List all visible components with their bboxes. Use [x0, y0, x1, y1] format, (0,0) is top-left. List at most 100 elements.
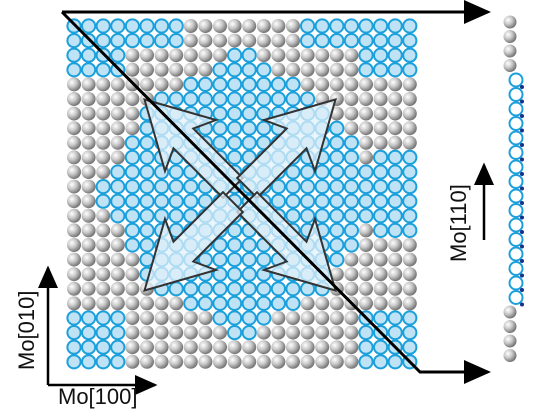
blue-atom — [111, 180, 124, 193]
blue-atom — [374, 151, 387, 164]
gray-atom — [82, 150, 96, 164]
blue-atom — [155, 19, 168, 32]
blue-atom — [510, 74, 523, 87]
blue-atom — [389, 326, 402, 339]
gray-atom — [155, 311, 169, 325]
blue-atom — [345, 34, 358, 47]
blue-atom — [286, 78, 299, 91]
blue-atom — [228, 253, 241, 266]
gray-atom — [359, 121, 373, 135]
dot-atom — [520, 259, 524, 263]
gray-atom — [257, 48, 271, 62]
blue-atom — [510, 117, 523, 130]
blue-atom — [403, 19, 416, 32]
blue-atom — [389, 19, 402, 32]
dot-atom — [520, 230, 524, 234]
gray-atom — [403, 296, 417, 310]
blue-atom — [126, 195, 139, 208]
blue-atom — [389, 209, 402, 222]
gray-atom — [111, 107, 125, 121]
gray-atom — [198, 19, 212, 33]
dot-atom — [520, 114, 524, 118]
blue-atom — [213, 63, 226, 76]
gray-atom — [169, 340, 183, 354]
gray-atom — [330, 296, 344, 310]
gray-atom — [330, 77, 344, 91]
blue-atom — [243, 107, 256, 120]
blue-atom — [257, 282, 270, 295]
blue-atom — [359, 34, 372, 47]
blue-atom — [403, 180, 416, 193]
blue-atom — [82, 49, 95, 62]
blue-atom — [82, 355, 95, 368]
gray-atom — [82, 209, 96, 223]
blue-atom — [213, 311, 226, 324]
gray-atom — [504, 45, 517, 58]
gray-atom — [111, 238, 125, 252]
gray-atom — [271, 19, 285, 33]
blue-atom — [67, 341, 80, 354]
blue-atom — [510, 88, 523, 101]
blue-atom — [510, 291, 523, 304]
dot-atom — [520, 274, 524, 278]
blue-atom — [213, 107, 226, 120]
blue-atom — [97, 341, 110, 354]
blue-atom — [213, 297, 226, 310]
gray-atom — [388, 77, 402, 91]
blue-atom — [345, 238, 358, 251]
gray-atom — [257, 355, 271, 369]
blue-atom — [184, 92, 197, 105]
gray-atom — [315, 77, 329, 91]
gray-atom — [82, 238, 96, 252]
blue-atom — [257, 63, 270, 76]
blue-atom — [82, 63, 95, 76]
gray-atom — [374, 267, 388, 281]
gray-atom — [111, 267, 125, 281]
blue-atom — [228, 107, 241, 120]
blue-atom — [403, 311, 416, 324]
gray-atom — [228, 355, 242, 369]
blue-atom — [257, 78, 270, 91]
gray-atom — [286, 311, 300, 325]
gray-atom — [67, 165, 81, 179]
blue-atom — [228, 238, 241, 251]
gray-atom — [169, 355, 183, 369]
blue-atom — [111, 19, 124, 32]
blue-atom — [67, 63, 80, 76]
blue-atom — [330, 122, 343, 135]
blue-atom — [155, 180, 168, 193]
blue-atom — [330, 151, 343, 164]
gray-atom — [388, 253, 402, 267]
side-atom-column — [504, 16, 525, 363]
gray-atom — [374, 77, 388, 91]
gray-atom — [315, 48, 329, 62]
gray-atom — [67, 282, 81, 296]
gray-atom — [140, 311, 154, 325]
gray-atom — [228, 340, 242, 354]
blue-atom — [82, 341, 95, 354]
blue-atom — [374, 63, 387, 76]
gray-atom — [67, 223, 81, 237]
gray-atom — [271, 311, 285, 325]
blue-atom — [184, 195, 197, 208]
blue-atom — [389, 355, 402, 368]
blue-atom — [301, 34, 314, 47]
gray-atom — [96, 107, 110, 121]
gray-atom — [140, 48, 154, 62]
blue-atom — [257, 122, 270, 135]
blue-atom — [170, 209, 183, 222]
gray-atom — [504, 335, 517, 348]
blue-atom — [359, 165, 372, 178]
gray-atom — [228, 34, 242, 48]
blue-atom — [345, 136, 358, 149]
blue-atom — [243, 282, 256, 295]
gray-atom — [111, 121, 125, 135]
gray-atom — [96, 282, 110, 296]
x-axis-label: Mo[100] — [58, 384, 138, 409]
blue-atom — [345, 224, 358, 237]
blue-atom — [330, 253, 343, 266]
blue-atom — [257, 253, 270, 266]
blue-atom — [199, 92, 212, 105]
blue-atom — [243, 311, 256, 324]
blue-atom — [97, 19, 110, 32]
